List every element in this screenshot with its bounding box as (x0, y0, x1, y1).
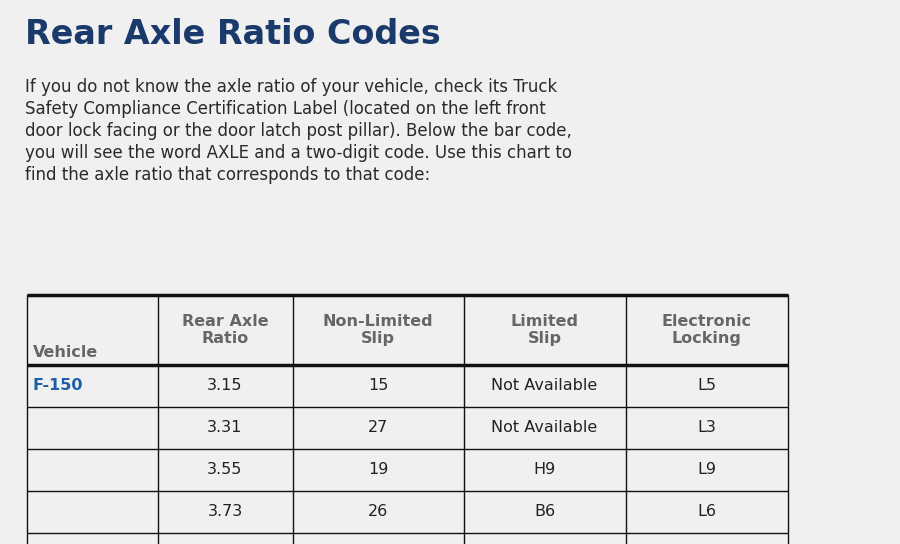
Text: L9: L9 (697, 462, 716, 478)
Text: 15: 15 (368, 379, 388, 393)
Text: Rear Axle
Ratio: Rear Axle Ratio (182, 314, 268, 346)
Text: 19: 19 (368, 462, 388, 478)
Text: Not Available: Not Available (491, 421, 598, 436)
Text: L3: L3 (698, 421, 716, 436)
Text: L6: L6 (697, 504, 716, 520)
Text: L5: L5 (697, 379, 716, 393)
Text: Not Available: Not Available (491, 379, 598, 393)
Text: H9: H9 (534, 462, 555, 478)
Text: 26: 26 (368, 504, 388, 520)
Text: 3.15: 3.15 (207, 379, 243, 393)
Text: Electronic
Locking: Electronic Locking (662, 314, 752, 346)
Text: 3.73: 3.73 (207, 504, 243, 520)
Text: Limited
Slip: Limited Slip (510, 314, 579, 346)
Text: Vehicle: Vehicle (33, 345, 98, 360)
Text: If you do not know the axle ratio of your vehicle, check its Truck: If you do not know the axle ratio of you… (25, 78, 557, 96)
Text: B6: B6 (534, 504, 555, 520)
Text: you will see the word AXLE and a two-digit code. Use this chart to: you will see the word AXLE and a two-dig… (25, 144, 572, 162)
Text: F-150: F-150 (33, 379, 84, 393)
Text: 27: 27 (368, 421, 388, 436)
Text: door lock facing or the door latch post pillar). Below the bar code,: door lock facing or the door latch post … (25, 122, 572, 140)
Text: 3.31: 3.31 (207, 421, 243, 436)
Text: Non-Limited
Slip: Non-Limited Slip (323, 314, 433, 346)
Text: Safety Compliance Certification Label (located on the left front: Safety Compliance Certification Label (l… (25, 100, 545, 118)
Text: Rear Axle Ratio Codes: Rear Axle Ratio Codes (25, 18, 441, 51)
Text: 3.55: 3.55 (207, 462, 243, 478)
Text: find the axle ratio that corresponds to that code:: find the axle ratio that corresponds to … (25, 166, 430, 184)
